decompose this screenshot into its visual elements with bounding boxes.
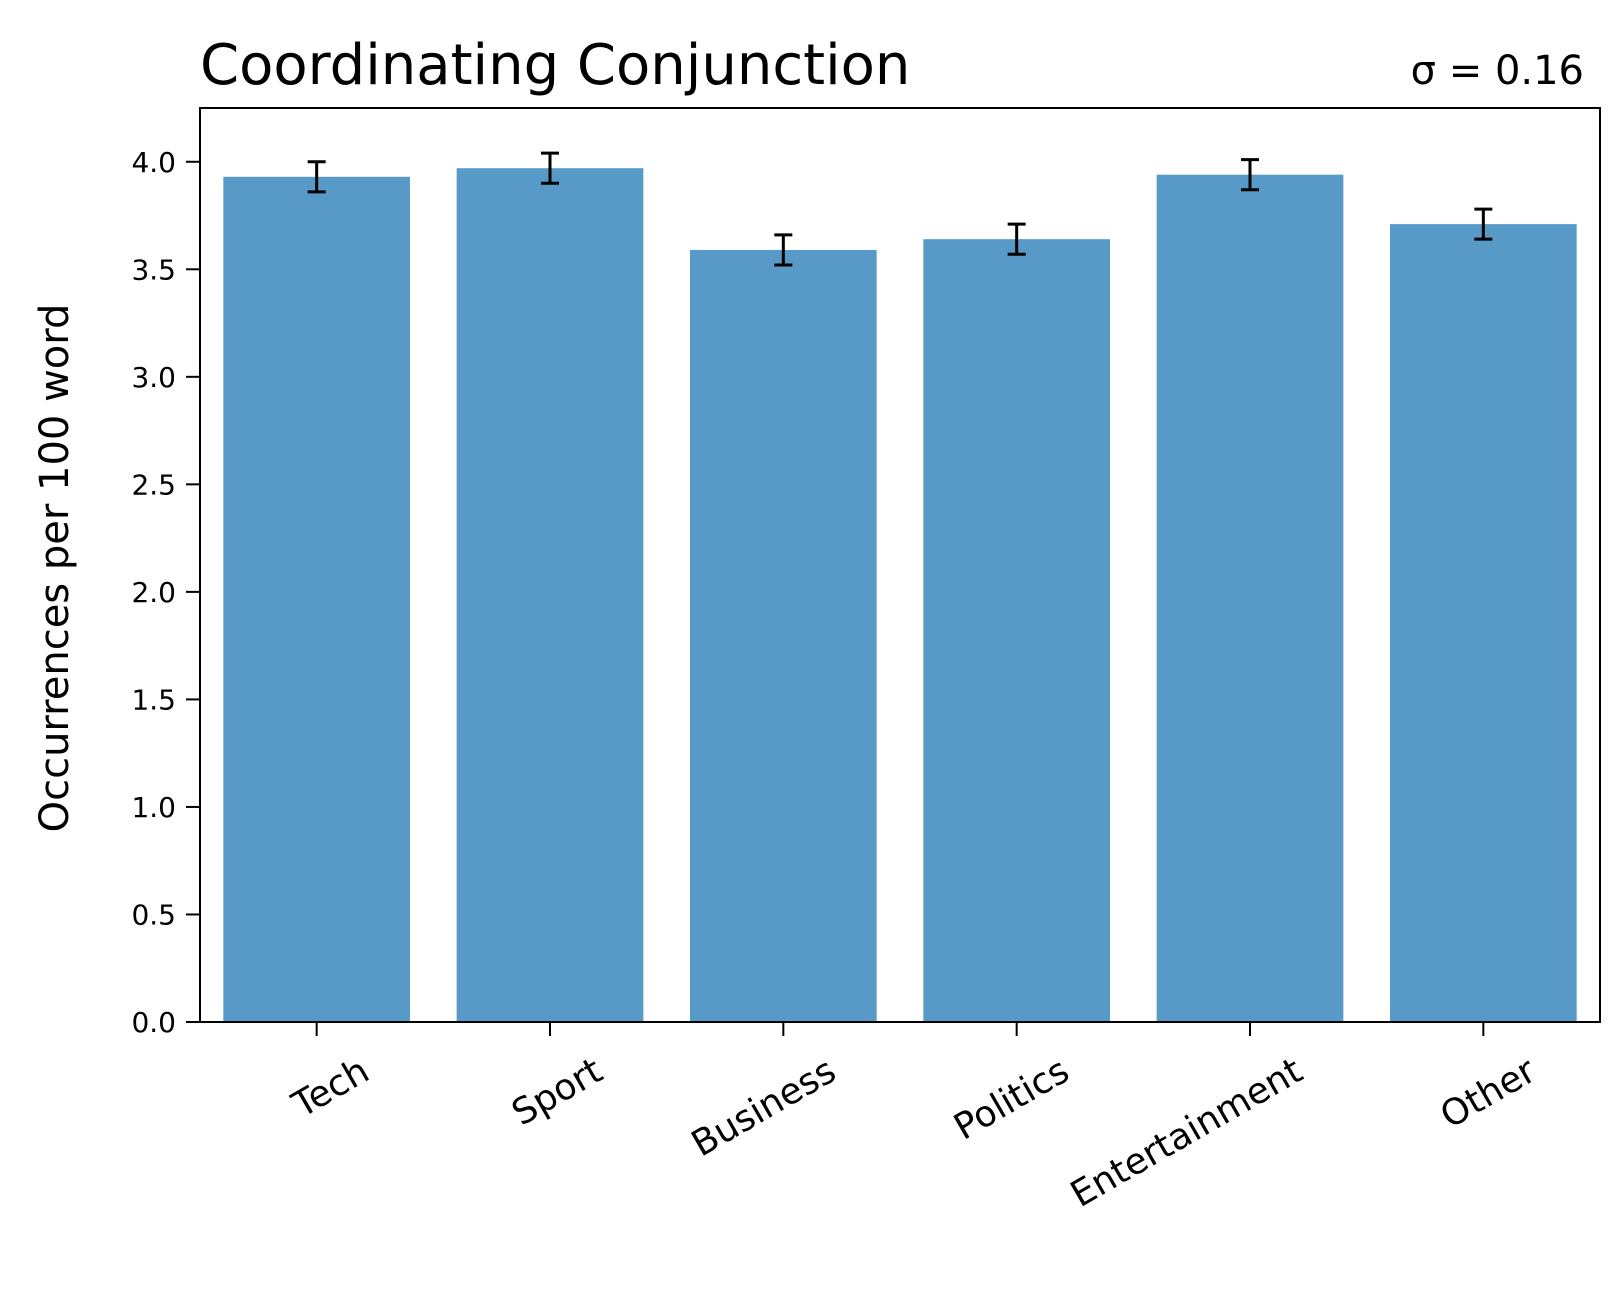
y-tick-label: 2.0 <box>131 576 176 609</box>
y-tick-label: 1.5 <box>131 683 176 716</box>
bar-sport <box>456 168 644 1022</box>
x-tick-label: Entertainment <box>1064 1050 1309 1215</box>
x-tick-label: Business <box>685 1050 843 1165</box>
y-tick-label: 4.0 <box>131 146 176 179</box>
plot-frame <box>199 107 1601 1023</box>
bar-business <box>690 249 877 1022</box>
y-tick-label: 0.5 <box>131 898 176 931</box>
bar-entertainment <box>1156 174 1344 1023</box>
y-tick-label: 3.0 <box>131 361 176 394</box>
y-tick-label: 2.5 <box>131 468 176 501</box>
error-bar-tech <box>307 160 326 194</box>
y-tick-label: 0.0 <box>131 1006 176 1039</box>
chart-title: Coordinating Conjunction <box>200 33 910 98</box>
x-tick-label: Sport <box>505 1050 609 1134</box>
x-tick-label: Politics <box>947 1050 1076 1148</box>
bars-layer <box>223 168 1577 1023</box>
y-axis: 0.0 0.5 1.0 1.5 2.0 2.5 3.0 3.5 4.0 <box>131 146 200 1039</box>
bar-other <box>1390 224 1577 1022</box>
error-bar-business <box>774 233 793 267</box>
error-bar-entertainment <box>1241 158 1259 192</box>
y-axis-label: Occurrences per 100 word <box>32 304 78 833</box>
y-tick-label: 3.5 <box>131 253 176 286</box>
bar-tech <box>223 176 410 1022</box>
x-tick-label: Tech <box>285 1050 376 1126</box>
error-bar-sport <box>541 151 559 185</box>
sigma-annotation: σ = 0.16 <box>1411 48 1584 94</box>
bar-politics <box>923 239 1110 1022</box>
x-tick-label: Other <box>1434 1050 1543 1137</box>
y-tick-label: 1.0 <box>131 791 176 824</box>
error-bars-layer <box>307 151 1493 267</box>
error-bar-other <box>1474 207 1493 241</box>
error-bar-politics <box>1007 222 1026 256</box>
